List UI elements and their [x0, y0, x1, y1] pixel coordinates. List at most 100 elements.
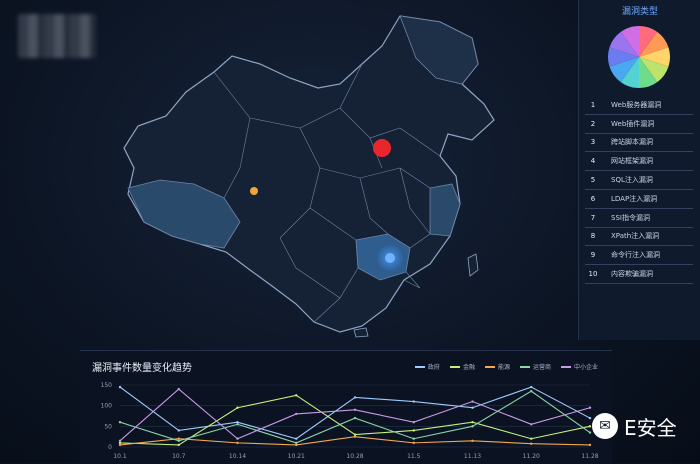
data-point[interactable] — [295, 437, 298, 440]
chart-legend: 政府 金融 能源 运营商 中小企业 — [414, 362, 598, 371]
data-point[interactable] — [118, 443, 122, 447]
data-point[interactable] — [353, 416, 357, 420]
x-tick-label: 11.13 — [464, 453, 481, 460]
trend-line-chart[interactable]: 0 50 100 150 10.1 10.7 10.14 10.21 10.28 11.5 11.1… — [80, 375, 612, 464]
watermark-text: E安全 — [624, 415, 677, 440]
data-point[interactable] — [588, 406, 592, 409]
data-point[interactable] — [295, 441, 298, 445]
data-point[interactable] — [236, 406, 239, 409]
vuln-item-label: SQL注入漏洞 — [611, 176, 653, 185]
data-point[interactable] — [236, 441, 239, 445]
data-point[interactable] — [588, 416, 592, 420]
data-point[interactable] — [177, 387, 180, 391]
vuln-list-item[interactable]: 10 内容欺骗漏洞 — [585, 265, 693, 284]
data-point[interactable] — [295, 412, 298, 416]
data-point[interactable] — [471, 406, 474, 409]
data-point[interactable] — [236, 423, 239, 426]
region-east-coast[interactable] — [429, 183, 461, 237]
china-map[interactable] — [100, 8, 580, 338]
region-northeast[interactable] — [399, 15, 479, 85]
data-point[interactable] — [353, 408, 357, 411]
legend-item[interactable]: 运营商 — [519, 362, 551, 371]
vuln-list-item[interactable]: 4 网站框架漏洞 — [585, 152, 693, 172]
data-point[interactable] — [412, 421, 415, 424]
legend-swatch — [519, 365, 530, 368]
map-north-marker[interactable] — [373, 139, 391, 157]
data-point[interactable] — [530, 437, 533, 440]
region-tibet[interactable] — [127, 179, 241, 249]
legend-item[interactable]: 金融 — [449, 362, 475, 371]
vuln-list-item[interactable]: 2 Web插件漏洞 — [585, 115, 693, 134]
vuln-legend-panel: 漏洞类型 1 Web服务器漏洞 2 Web插件漏洞 3 跨站脚本漏洞 4 网站框架漏洞 5 SQL… — [578, 0, 700, 340]
region-hainan[interactable] — [353, 327, 369, 338]
data-point[interactable] — [471, 425, 474, 428]
data-point[interactable] — [412, 429, 415, 432]
vuln-item-number: 10 — [588, 270, 598, 279]
data-point[interactable] — [118, 385, 122, 389]
data-point[interactable] — [118, 421, 122, 424]
vuln-item-label: Web插件漏洞 — [611, 119, 655, 128]
data-point[interactable] — [353, 396, 357, 399]
legend-label: 运营商 — [532, 364, 551, 371]
region-taiwan[interactable] — [467, 253, 479, 277]
data-point[interactable] — [295, 443, 298, 447]
data-point[interactable] — [412, 400, 415, 403]
data-point[interactable] — [177, 437, 180, 440]
wechat-watermark: ✉ E安全 — [592, 405, 698, 447]
pie-slice[interactable] — [639, 57, 658, 88]
pie-slice[interactable] — [608, 47, 639, 67]
pie-slice[interactable] — [639, 47, 670, 67]
data-point[interactable] — [471, 439, 474, 442]
pie-slice[interactable] — [639, 26, 658, 57]
data-point[interactable] — [353, 435, 357, 438]
data-point[interactable] — [295, 394, 298, 397]
pie-slice[interactable] — [609, 57, 639, 83]
data-point[interactable] — [471, 400, 474, 403]
legend-swatch — [449, 365, 460, 368]
data-point[interactable] — [236, 421, 239, 424]
data-point[interactable] — [588, 443, 592, 447]
data-point[interactable] — [530, 442, 533, 445]
data-point[interactable] — [353, 433, 357, 436]
data-point[interactable] — [588, 425, 592, 428]
pie-slice[interactable] — [609, 31, 639, 57]
blurred-logo — [18, 14, 96, 58]
vuln-list-item[interactable]: 8 XPath注入漏洞 — [585, 228, 693, 247]
x-tick-label: 10.28 — [346, 453, 363, 460]
legend-item[interactable]: 中小企业 — [560, 362, 598, 371]
data-point[interactable] — [177, 443, 180, 447]
data-point[interactable] — [236, 437, 239, 440]
data-point[interactable] — [471, 421, 474, 424]
data-point[interactable] — [588, 431, 592, 434]
pie-slice[interactable] — [639, 57, 669, 83]
data-point[interactable] — [530, 385, 533, 389]
pie-slice[interactable] — [620, 57, 639, 88]
legend-item[interactable]: 政府 — [414, 362, 440, 371]
vuln-item-number: 4 — [590, 157, 596, 166]
data-point[interactable] — [177, 429, 180, 432]
data-point[interactable] — [412, 441, 415, 445]
data-point[interactable] — [530, 423, 533, 426]
legend-label: 政府 — [427, 364, 440, 371]
data-point[interactable] — [177, 439, 180, 442]
vuln-list-item[interactable]: 9 命令行注入漏洞 — [585, 246, 693, 266]
vuln-item-label: XPath注入漏洞 — [611, 232, 660, 241]
pie-slice[interactable] — [620, 26, 639, 57]
vuln-list-item[interactable]: 3 跨站脚本漏洞 — [585, 134, 693, 153]
legend-item[interactable]: 能源 — [484, 362, 510, 371]
series-line[interactable] — [119, 386, 591, 440]
vuln-list-item[interactable]: 1 Web服务器漏洞 — [585, 96, 693, 115]
pie-slice[interactable] — [639, 31, 669, 57]
vuln-list-item[interactable]: 6 LDAP注入漏洞 — [585, 190, 693, 209]
x-tick-label: 10.1 — [113, 453, 127, 460]
data-point[interactable] — [412, 437, 415, 440]
vuln-pie-chart[interactable] — [601, 24, 677, 90]
vuln-item-label: LDAP注入漏洞 — [611, 194, 658, 203]
map-west-marker[interactable] — [250, 187, 258, 195]
vuln-list-item[interactable]: 7 SSI指令漏洞 — [585, 209, 693, 228]
data-point[interactable] — [530, 390, 533, 393]
map-central-marker[interactable] — [385, 253, 395, 263]
data-point[interactable] — [118, 441, 122, 445]
data-point[interactable] — [118, 439, 122, 442]
vuln-list-item[interactable]: 5 SQL注入漏洞 — [585, 171, 693, 190]
